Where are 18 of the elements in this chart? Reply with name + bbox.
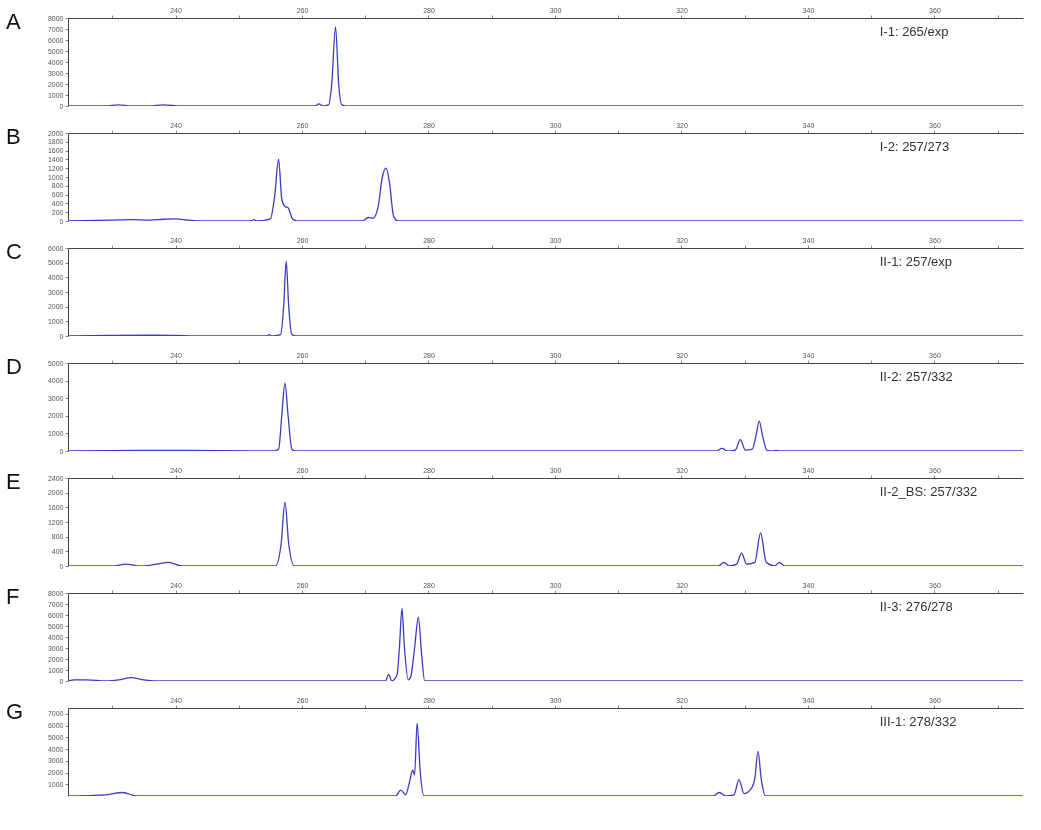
annotation: II-2_BS: 257/332 [879, 484, 978, 499]
text: E [6, 469, 21, 494]
line-series [68, 158, 1023, 221]
text: C [6, 239, 22, 264]
annotation: I-2: 257/273 [879, 139, 950, 154]
line-series [68, 382, 1023, 451]
annotation: II-3: 276/278 [879, 599, 953, 614]
line-series [68, 26, 1023, 106]
text: F [6, 584, 20, 609]
text: A [6, 9, 21, 34]
annotation: I-1: 265/exp [879, 24, 949, 39]
text: G [6, 699, 24, 724]
text: B [6, 124, 21, 149]
annotation: II-2: 257/332 [879, 369, 953, 384]
text: D [6, 354, 22, 379]
annotation: II-1: 257/exp [879, 254, 953, 269]
line-series [68, 501, 1023, 566]
annotation: III-1: 278/332 [879, 714, 957, 729]
